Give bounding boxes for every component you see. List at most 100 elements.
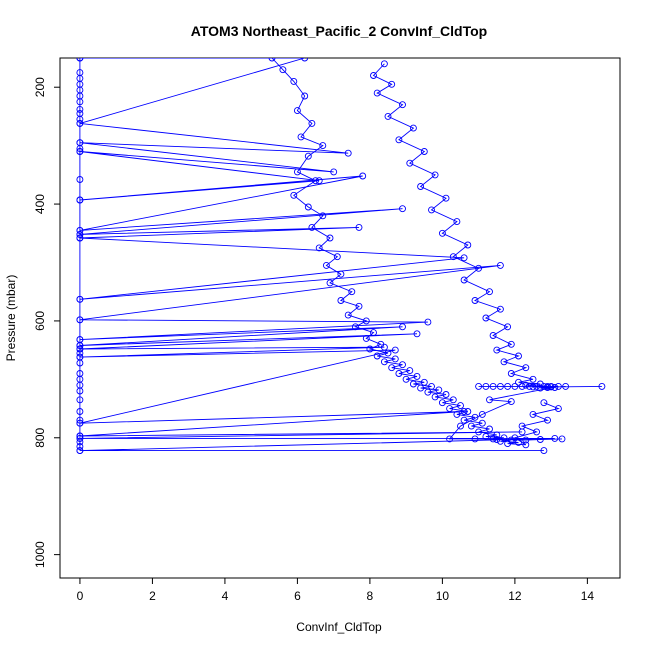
x-tick-label: 2 [149,589,156,603]
data-point [76,145,84,153]
data-point [522,441,530,449]
data-point [76,119,84,127]
series-layer [76,58,606,455]
data-point [297,133,305,141]
data-point [518,382,526,390]
data-point [373,352,381,360]
plot-frame [59,57,621,579]
data-point [442,194,450,202]
series-line-2 [372,63,602,389]
data-point [370,72,377,79]
data-point [384,112,392,120]
data-point [515,438,522,446]
data-point [460,254,468,262]
data-point [355,223,363,231]
data-point [522,364,530,372]
data-point [562,382,570,390]
data-point [399,323,406,331]
data-point [420,148,428,155]
data-point [348,288,356,296]
data-point [333,253,341,261]
data-point [478,419,486,427]
data-point [312,177,319,185]
data-point [337,297,345,304]
data-point [304,152,312,160]
data-point [406,367,414,375]
x-axis: 0 2 4 6 8 10 12 14 [77,577,595,603]
series-line-3 [448,385,563,441]
data-point [428,382,435,390]
data-point [475,264,483,272]
data-point [399,361,406,369]
data-point [533,428,541,436]
data-point [551,434,559,442]
data-point [413,330,421,338]
data-point [76,176,84,183]
data-point [486,288,493,296]
data-point [395,370,403,377]
data-point [598,382,606,390]
data-point [420,378,428,386]
data-point [424,388,432,396]
data-point [417,384,425,392]
y-tick-label: 400 [33,194,47,214]
data-point [76,359,84,367]
data-point [482,314,490,322]
data-point [388,80,396,88]
data-point [489,332,497,339]
data-point [76,387,84,395]
data-point [467,422,475,430]
data-point [515,378,522,386]
data-point [522,436,530,444]
data-point [496,305,504,313]
data-point [446,405,454,413]
data-point [76,342,84,349]
x-tick-label: 6 [294,589,301,603]
data-point [438,229,446,237]
data-point [431,393,439,401]
data-point [536,384,544,392]
data-point [558,435,566,443]
data-point [366,345,374,353]
data-point [457,402,464,410]
data-point [417,183,425,190]
data-point [540,447,548,455]
data-point [515,352,522,360]
data-point [391,355,399,363]
data-point [435,386,443,394]
data-point [486,396,493,404]
data-point [431,171,439,179]
data-point [536,380,544,388]
data-point [500,434,508,442]
data-point [460,276,468,284]
data-point [304,203,312,211]
x-tick-label: 8 [367,589,374,603]
data-point [464,408,472,415]
data-point [351,323,359,331]
data-point [76,416,84,424]
data-point [76,115,84,123]
data-point [525,382,533,390]
data-point [475,382,483,390]
data-point [380,358,388,366]
data-point [471,435,479,443]
data-point [478,410,486,418]
data-point [554,405,562,413]
data-point [504,323,512,331]
data-point [409,380,417,388]
data-point [76,396,84,404]
data-point [373,89,381,97]
data-point [362,334,370,342]
data-point [507,370,515,377]
data-point [489,382,497,390]
data-point [507,340,515,348]
x-tick-label: 14 [581,589,595,603]
data-point [518,422,526,430]
data-point [536,436,544,443]
data-point [344,311,352,319]
data-point [482,382,490,390]
data-point [409,124,417,132]
data-point [522,381,530,389]
data-point [293,168,301,176]
